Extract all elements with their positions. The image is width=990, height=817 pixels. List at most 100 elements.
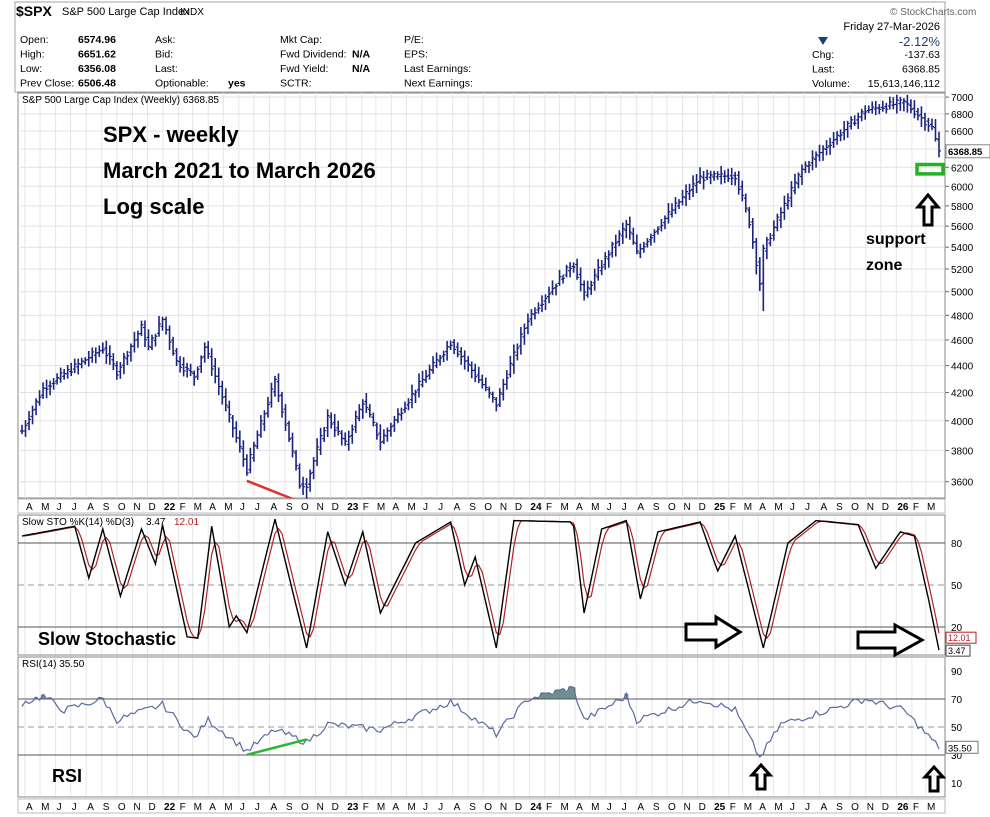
quote_col3-value: N/A xyxy=(352,49,371,61)
x-axis-label-top: O xyxy=(484,502,492,513)
x-axis-label-top: M xyxy=(194,502,202,513)
x-axis-label-bottom: J xyxy=(805,802,810,813)
stochastic-label: Slow Stochastic xyxy=(38,629,176,649)
quote-col5-value: 15,613,146,112 xyxy=(868,78,940,90)
stochastic-tick-label: 50 xyxy=(951,581,963,592)
rsi-label: RSI xyxy=(52,766,82,786)
price-tick-label: 4400 xyxy=(951,362,974,373)
quote-col5-value: 6368.85 xyxy=(902,64,940,76)
rsi-low-up-arrow-icon xyxy=(748,762,774,791)
x-axis-label-bottom: D xyxy=(882,802,889,813)
x-axis-label-top: O xyxy=(668,502,676,513)
support-label-1: support xyxy=(866,231,926,248)
quote_col4-label: Last Earnings: xyxy=(404,63,471,75)
ticker-exchange: INDX xyxy=(180,7,204,18)
price-tick-label: 5400 xyxy=(951,243,974,254)
x-axis-label-bottom: M xyxy=(377,802,385,813)
quote_col3-label: SCTR: xyxy=(280,78,312,90)
price-frame xyxy=(17,92,946,499)
price-tick-label: 5800 xyxy=(951,202,974,213)
stochastic-d-tag xyxy=(945,631,977,644)
stochastic-k-tag-label: 3.47 xyxy=(948,646,966,656)
x-axis-label-bottom: M xyxy=(744,802,752,813)
rsi-line xyxy=(21,685,940,758)
rsi-panel: 10 30 50 70 90 RSI(14) 35.50 35.50 xyxy=(17,656,979,798)
x-axis-label-top: J xyxy=(423,502,428,513)
price-tick-label: 4800 xyxy=(951,311,974,322)
x-axis-label-top: O xyxy=(851,502,859,513)
x-axis-label-bottom: 25 xyxy=(714,802,726,813)
rsi-tick-label: 10 xyxy=(951,779,963,790)
x-axis-label-top: F xyxy=(913,502,919,513)
x-axis-label-top: S xyxy=(103,502,110,513)
ticker-name: S&P 500 Large Cap Index xyxy=(62,6,190,18)
quote_col1-value: 6506.48 xyxy=(78,78,116,90)
quote_col3-value: N/A xyxy=(352,63,371,75)
x-axis-label-bottom: A xyxy=(637,802,644,813)
stochastic-panel: 20 50 80 Slow STO %K(14) %D(3) 3.47 12.01 12.0… xyxy=(17,514,977,657)
quote_col1-label: Prev Close: xyxy=(20,78,74,90)
rsi-tick-label: 70 xyxy=(951,695,963,706)
quote_col1-value: 6574.96 xyxy=(78,34,116,46)
x-axis-label-bottom: D xyxy=(148,802,155,813)
stochastic-legend: Slow STO %K(14) %D(3) xyxy=(22,517,134,528)
x-axis-label-bottom: 26 xyxy=(897,802,909,813)
price-tick-label: 5200 xyxy=(951,265,974,276)
x-axis-label-bottom: M xyxy=(927,802,935,813)
x-axis-label-bottom: F xyxy=(730,802,736,813)
x-axis-label-top: J xyxy=(240,502,245,513)
last-value-tag xyxy=(945,144,990,159)
x-axis-label-bottom: M xyxy=(194,802,202,813)
x-axis-label-bottom: 24 xyxy=(530,802,542,813)
x-axis-label-top: S xyxy=(469,502,476,513)
quote-col5-label: Chg: xyxy=(812,49,834,61)
x-axis-label-bottom: J xyxy=(423,802,428,813)
x-axis-band-top xyxy=(17,498,946,514)
quote_col2-label: Last: xyxy=(155,63,178,75)
x-axis-label-bottom: 22 xyxy=(164,802,176,813)
quote-col5-label: Last: xyxy=(812,64,835,76)
stochastic-d-line xyxy=(21,520,940,640)
x-axis-label-top: A xyxy=(26,502,33,513)
price-panel: 3600 3800 4000 4200 4400 4600 4800 5000 5200 5400… xyxy=(17,92,990,814)
x-axis-label-top: F xyxy=(546,502,552,513)
x-axis-label-bottom: M xyxy=(774,802,782,813)
x-axis-label-top: M xyxy=(41,502,49,513)
price-tick-label: 6800 xyxy=(951,110,974,121)
x-axis-label-top: J xyxy=(255,502,260,513)
x-axis-label-top: N xyxy=(684,502,691,513)
stochastic-d-tag-label: 12.01 xyxy=(948,633,971,643)
x-axis-label-bottom: J xyxy=(607,802,612,813)
x-axis-label-top: J xyxy=(57,502,62,513)
x-axis-label-top: S xyxy=(653,502,660,513)
stochastic-k-value: 3.47 xyxy=(146,517,166,528)
x-axis-label-top: F xyxy=(180,502,186,513)
quote_col1-label: Low: xyxy=(20,63,42,75)
title-line-3: Log scale xyxy=(103,194,204,219)
x-axis-label-top: 26 xyxy=(897,502,909,513)
x-axis-label-top: M xyxy=(224,502,232,513)
quote_col3-label: Fwd Yield: xyxy=(280,63,328,75)
quote-col5-label: Volume: xyxy=(812,78,850,90)
price-legend: S&P 500 Large Cap Index (Weekly) 6368.85 xyxy=(22,95,219,106)
x-axis-label-top: A xyxy=(576,502,583,513)
brand-logo: © StockCharts.com xyxy=(890,7,976,18)
x-axis-label-bottom: N xyxy=(684,802,691,813)
quote-date: Friday 27-Mar-2026 xyxy=(843,21,940,33)
x-axis-label-top: 22 xyxy=(164,502,176,513)
price-tick-label: 6200 xyxy=(951,163,974,174)
stochastic-d-value: 12.01 xyxy=(174,517,199,528)
x-axis-label-top: S xyxy=(836,502,843,513)
rsi-value-tag xyxy=(945,740,979,754)
x-axis-label-top: M xyxy=(774,502,782,513)
x-axis-label-bottom: J xyxy=(57,802,62,813)
support-zone-box xyxy=(915,162,945,176)
x-axis-label-bottom: N xyxy=(133,802,140,813)
x-axis-label-top: J xyxy=(805,502,810,513)
x-axis-label-top: A xyxy=(270,502,277,513)
x-axis-label-bottom: J xyxy=(790,802,795,813)
quote_col2-label: Optionable: xyxy=(155,78,209,90)
x-axis-label-top: J xyxy=(607,502,612,513)
support-up-arrow-icon xyxy=(914,192,942,227)
